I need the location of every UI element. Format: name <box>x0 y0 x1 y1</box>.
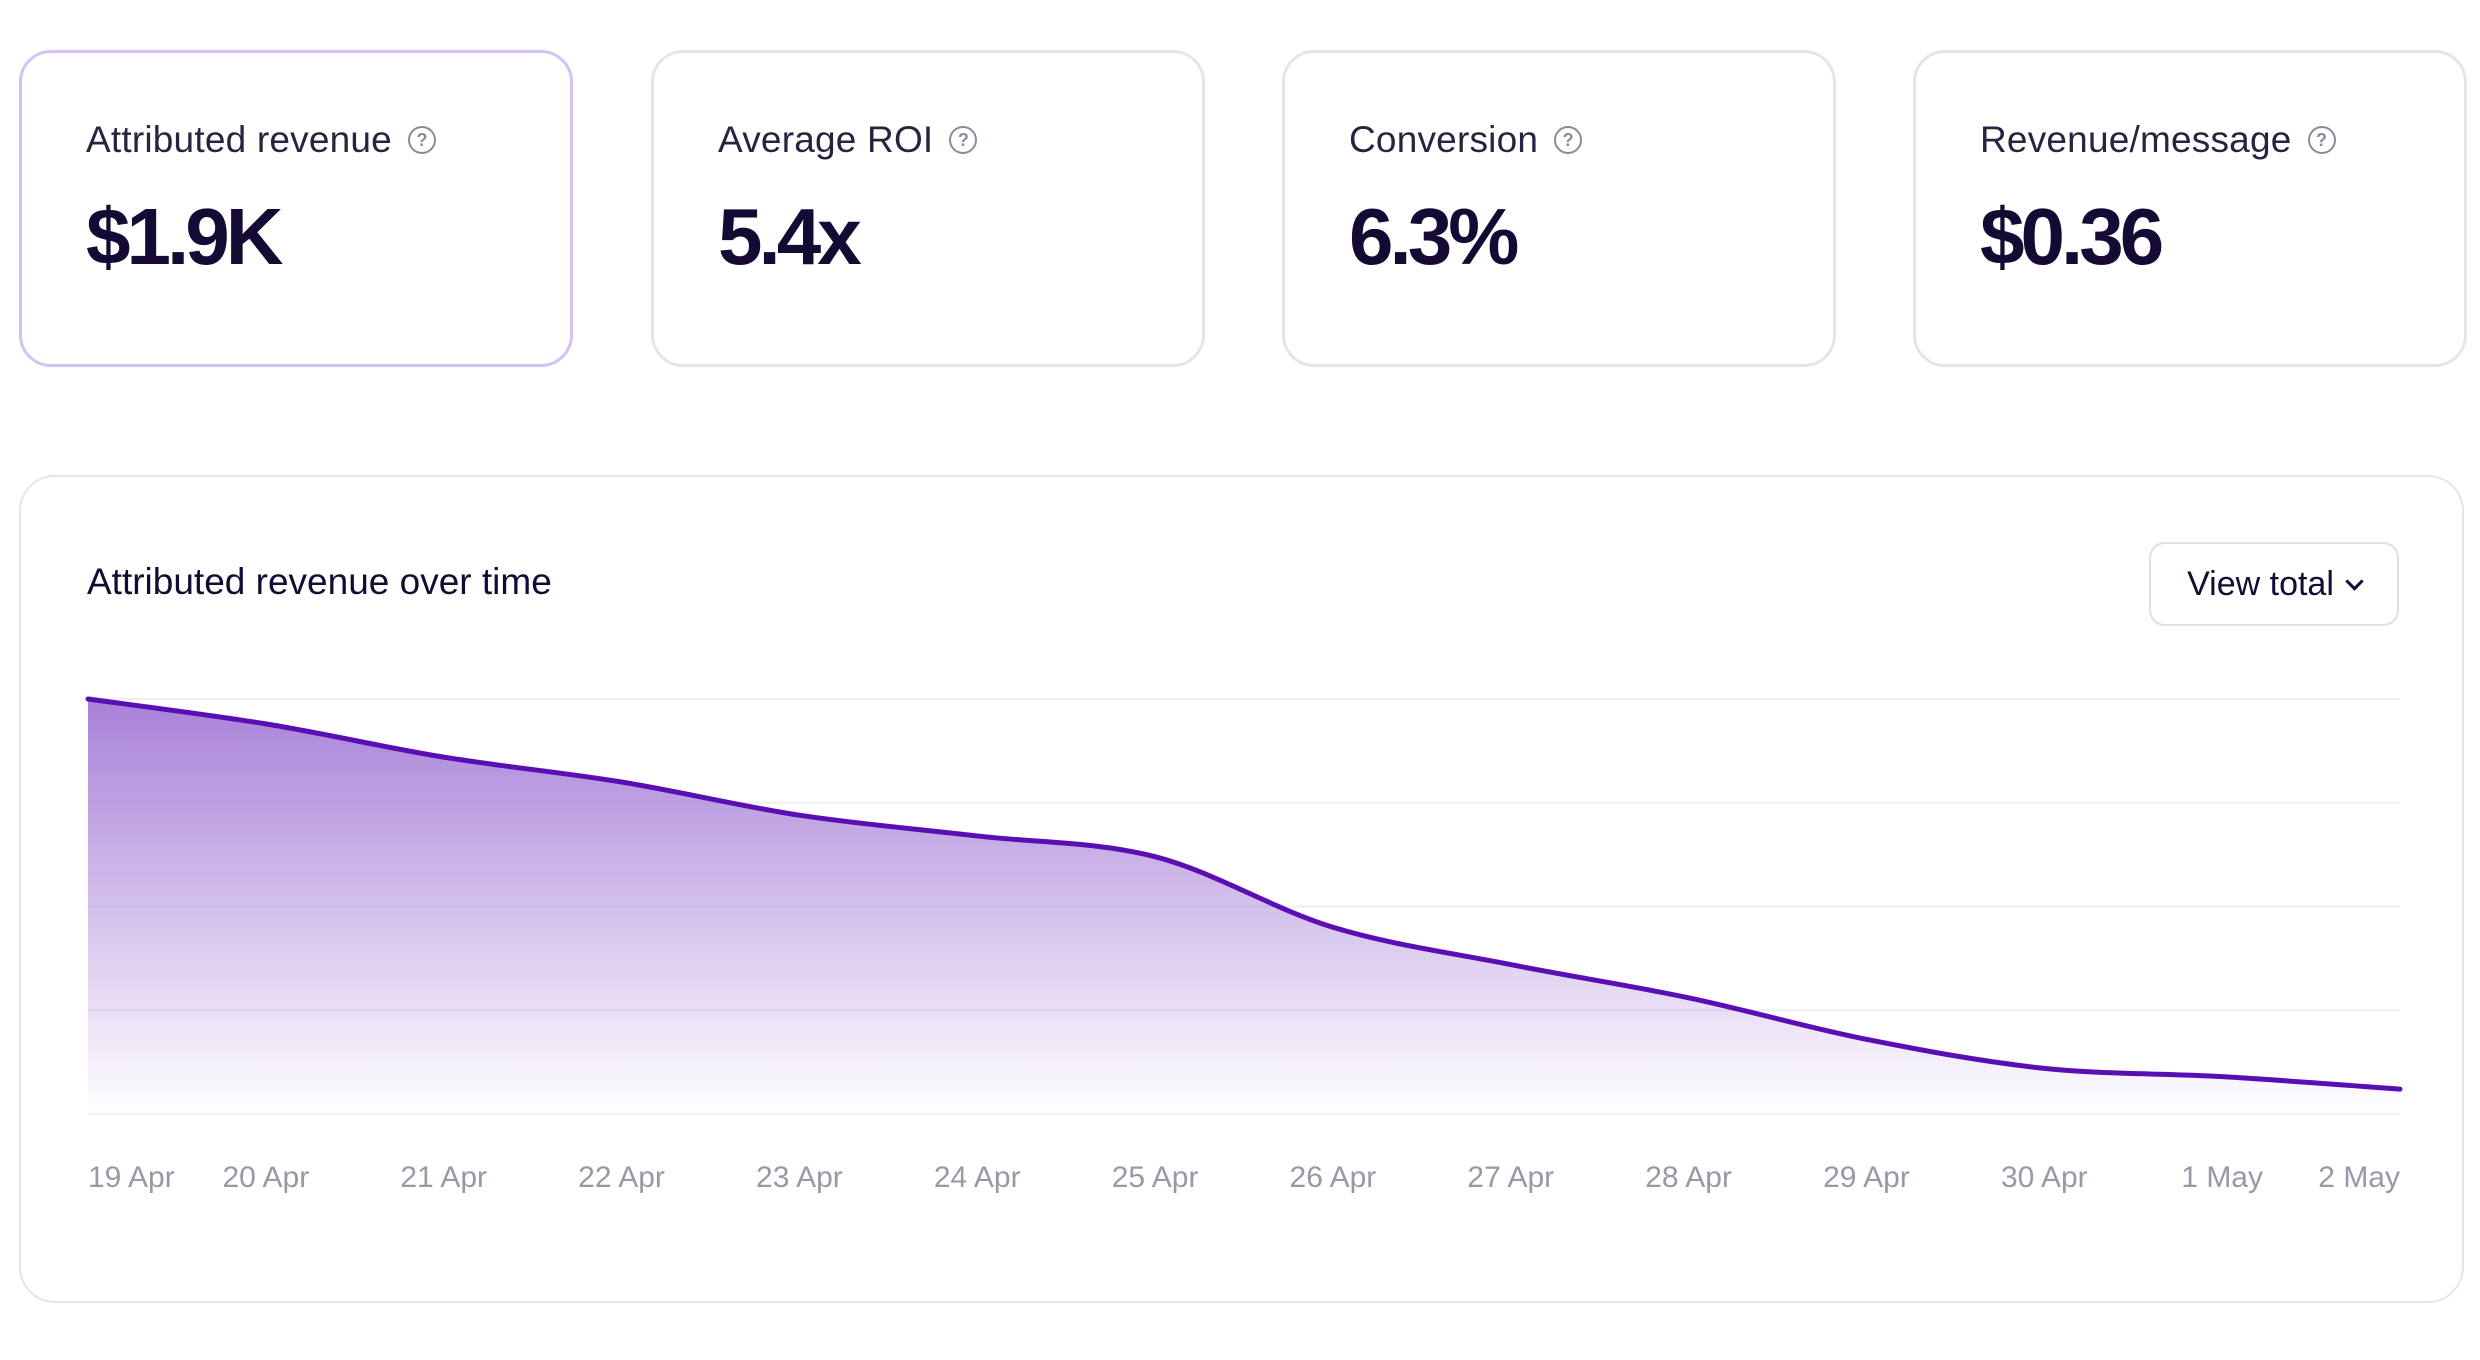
revenue-area <box>88 699 2400 1114</box>
kpi-card-conversion[interactable]: Conversion ? 6.3% <box>1282 50 1836 367</box>
x-tick-label: 23 Apr <box>756 1161 843 1194</box>
x-tick-label: 20 Apr <box>222 1161 309 1194</box>
x-tick-label: 25 Apr <box>1112 1161 1199 1194</box>
kpi-label: Revenue/message <box>1980 119 2292 160</box>
kpi-value: $0.36 <box>1980 192 2164 281</box>
x-axis-ticks: 19 Apr 20 Apr 21 Apr 22 Apr 23 Apr 24 Apr 25 A… <box>88 1161 2400 1194</box>
kpi-card-attributed-revenue[interactable]: Attributed revenue ? $1.9K <box>19 50 573 367</box>
kpi-label: Conversion <box>1349 119 1539 160</box>
x-tick-label: 19 Apr <box>88 1161 175 1194</box>
x-tick-label: 28 Apr <box>1645 1161 1732 1194</box>
kpi-label-row: Attributed revenue ? <box>86 119 436 161</box>
x-tick-label: 29 Apr <box>1823 1161 1910 1194</box>
help-icon[interactable]: ? <box>407 126 436 154</box>
x-tick-label: 24 Apr <box>934 1161 1021 1194</box>
kpi-label: Attributed revenue <box>86 119 392 160</box>
x-tick-label: 22 Apr <box>578 1161 665 1194</box>
revenue-chart-card: Attributed revenue over time View total … <box>19 475 2464 1303</box>
x-tick-label: 26 Apr <box>1290 1161 1377 1194</box>
help-icon[interactable]: ? <box>2307 126 2336 154</box>
x-tick-label: 1 May <box>2181 1161 2263 1194</box>
help-icon[interactable]: ? <box>949 126 978 154</box>
x-tick-label: 21 Apr <box>400 1161 487 1194</box>
kpi-label-row: Revenue/message ? <box>1980 119 2336 161</box>
revenue-area-chart: 19 Apr 20 Apr 21 Apr 22 Apr 23 Apr 24 Apr 25 A… <box>85 696 2403 1194</box>
x-tick-label: 27 Apr <box>1467 1161 1554 1194</box>
kpi-label-row: Conversion ? <box>1349 119 1583 161</box>
kpi-label: Average ROI <box>718 119 934 160</box>
view-total-dropdown[interactable]: View total <box>2149 542 2399 626</box>
kpi-card-average-roi[interactable]: Average ROI ? 5.4x <box>651 50 1205 367</box>
kpi-value: $1.9K <box>86 192 283 281</box>
revenue-line <box>85 696 2403 1092</box>
kpi-card-revenue-per-message[interactable]: Revenue/message ? $0.36 <box>1913 50 2467 367</box>
x-tick-label: 2 May <box>2318 1161 2400 1194</box>
kpi-value: 6.3% <box>1349 192 1519 281</box>
help-icon[interactable]: ? <box>1554 126 1583 154</box>
kpi-value: 5.4x <box>718 192 862 281</box>
chart-title: Attributed revenue over time <box>87 561 552 602</box>
kpi-label-row: Average ROI ? <box>718 119 978 161</box>
x-tick-label: 30 Apr <box>2001 1161 2088 1194</box>
view-total-label: View total <box>2187 564 2334 603</box>
